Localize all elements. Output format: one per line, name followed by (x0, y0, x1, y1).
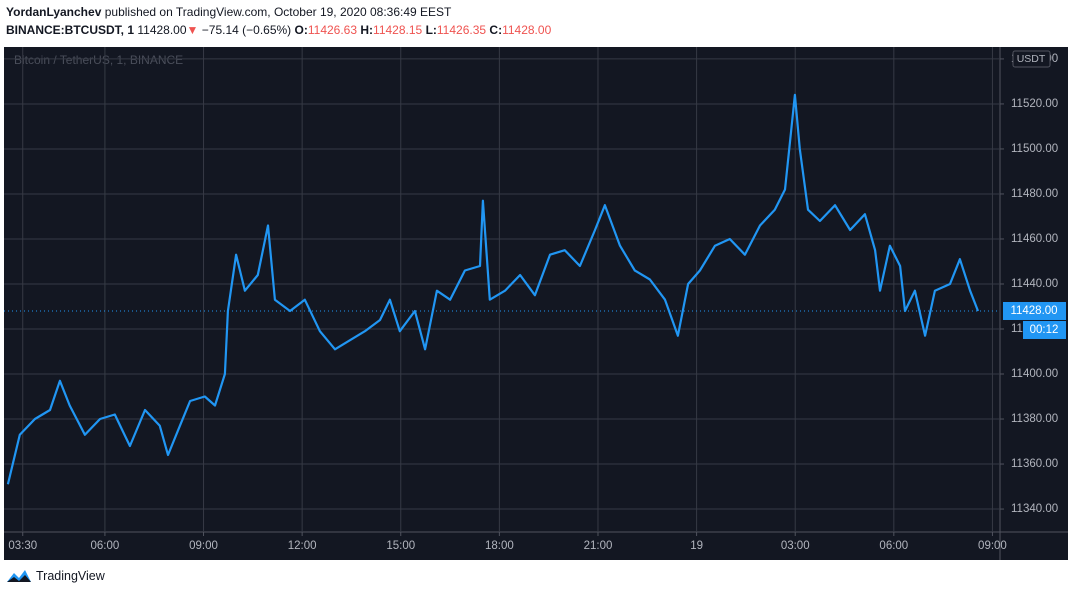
chart: Bitcoin / TetherUS, 1, BINANCE 11340.00 1… (4, 47, 1068, 560)
brand: TradingView (36, 569, 105, 583)
currency: USDT (1017, 53, 1046, 65)
watermark: Bitcoin / TetherUS, 1, BINANCE (14, 53, 183, 67)
last-price-label: 11428.00 (1010, 305, 1057, 317)
author: YordanLyanchev (6, 5, 102, 19)
x-tick-label: 06:00 (879, 540, 908, 552)
down-arrow: ▼ (186, 23, 199, 37)
close-label: C: (489, 23, 503, 37)
chart-background (4, 47, 1068, 560)
logo-icon (7, 570, 31, 582)
change: −75.14 (−0.65%) (201, 23, 292, 37)
last-price-badge (1003, 301, 1066, 320)
x-tick-label: 21:00 (584, 540, 613, 552)
x-tick-label: 15:00 (386, 540, 415, 552)
y-tick-label: 11340.00 (1011, 503, 1058, 515)
open: 11426.63 (307, 23, 358, 37)
symbol-line: BINANCE:BTCUSDT, 1 11428.00▼ −75.14 (−0.… (6, 23, 551, 37)
x-tick-label: 12:00 (288, 540, 317, 552)
high-label: H: (360, 23, 374, 37)
y-tick-label: 11440.00 (1011, 278, 1058, 290)
y-tick-label: 11520.00 (1011, 98, 1058, 110)
countdown-badge (1023, 320, 1066, 339)
currency-box (1012, 50, 1051, 68)
symbol: BINANCE:BTCUSDT, 1 (6, 23, 135, 37)
publish-line: YordanLyanchev published on TradingView.… (6, 5, 451, 19)
y-tick-label: 11380.00 (1011, 413, 1058, 425)
price-line (6, 93, 980, 485)
open-label: O: (294, 23, 308, 37)
countdown: 00:12 (1030, 324, 1059, 336)
x-tick-label: 03:30 (8, 540, 37, 552)
x-tick-label: 09:00 (978, 540, 1007, 552)
y-tick-label: 11400.00 (1011, 368, 1058, 380)
low: 11426.35 (436, 23, 487, 37)
close: 11428.00 (502, 23, 552, 37)
last-price: 11428.00 (137, 23, 187, 37)
y-tick-label: 11500.00 (1011, 143, 1058, 155)
x-tick-label: 03:00 (781, 540, 810, 552)
y-tick-label: 11460.00 (1011, 233, 1058, 245)
x-tick-label: 18:00 (485, 540, 514, 552)
x-tick-label: 19 (690, 540, 703, 552)
published: published on TradingView.com, October 19… (104, 5, 452, 19)
footer: TradingView (6, 568, 105, 584)
y-tick-label: 11480.00 (1011, 188, 1058, 200)
high: 11428.15 (373, 23, 423, 37)
x-tick-label: 06:00 (91, 540, 120, 552)
y-tick-label: 11360.00 (1011, 458, 1058, 470)
x-tick-label: 09:00 (189, 540, 218, 552)
low-label: L: (425, 23, 437, 37)
